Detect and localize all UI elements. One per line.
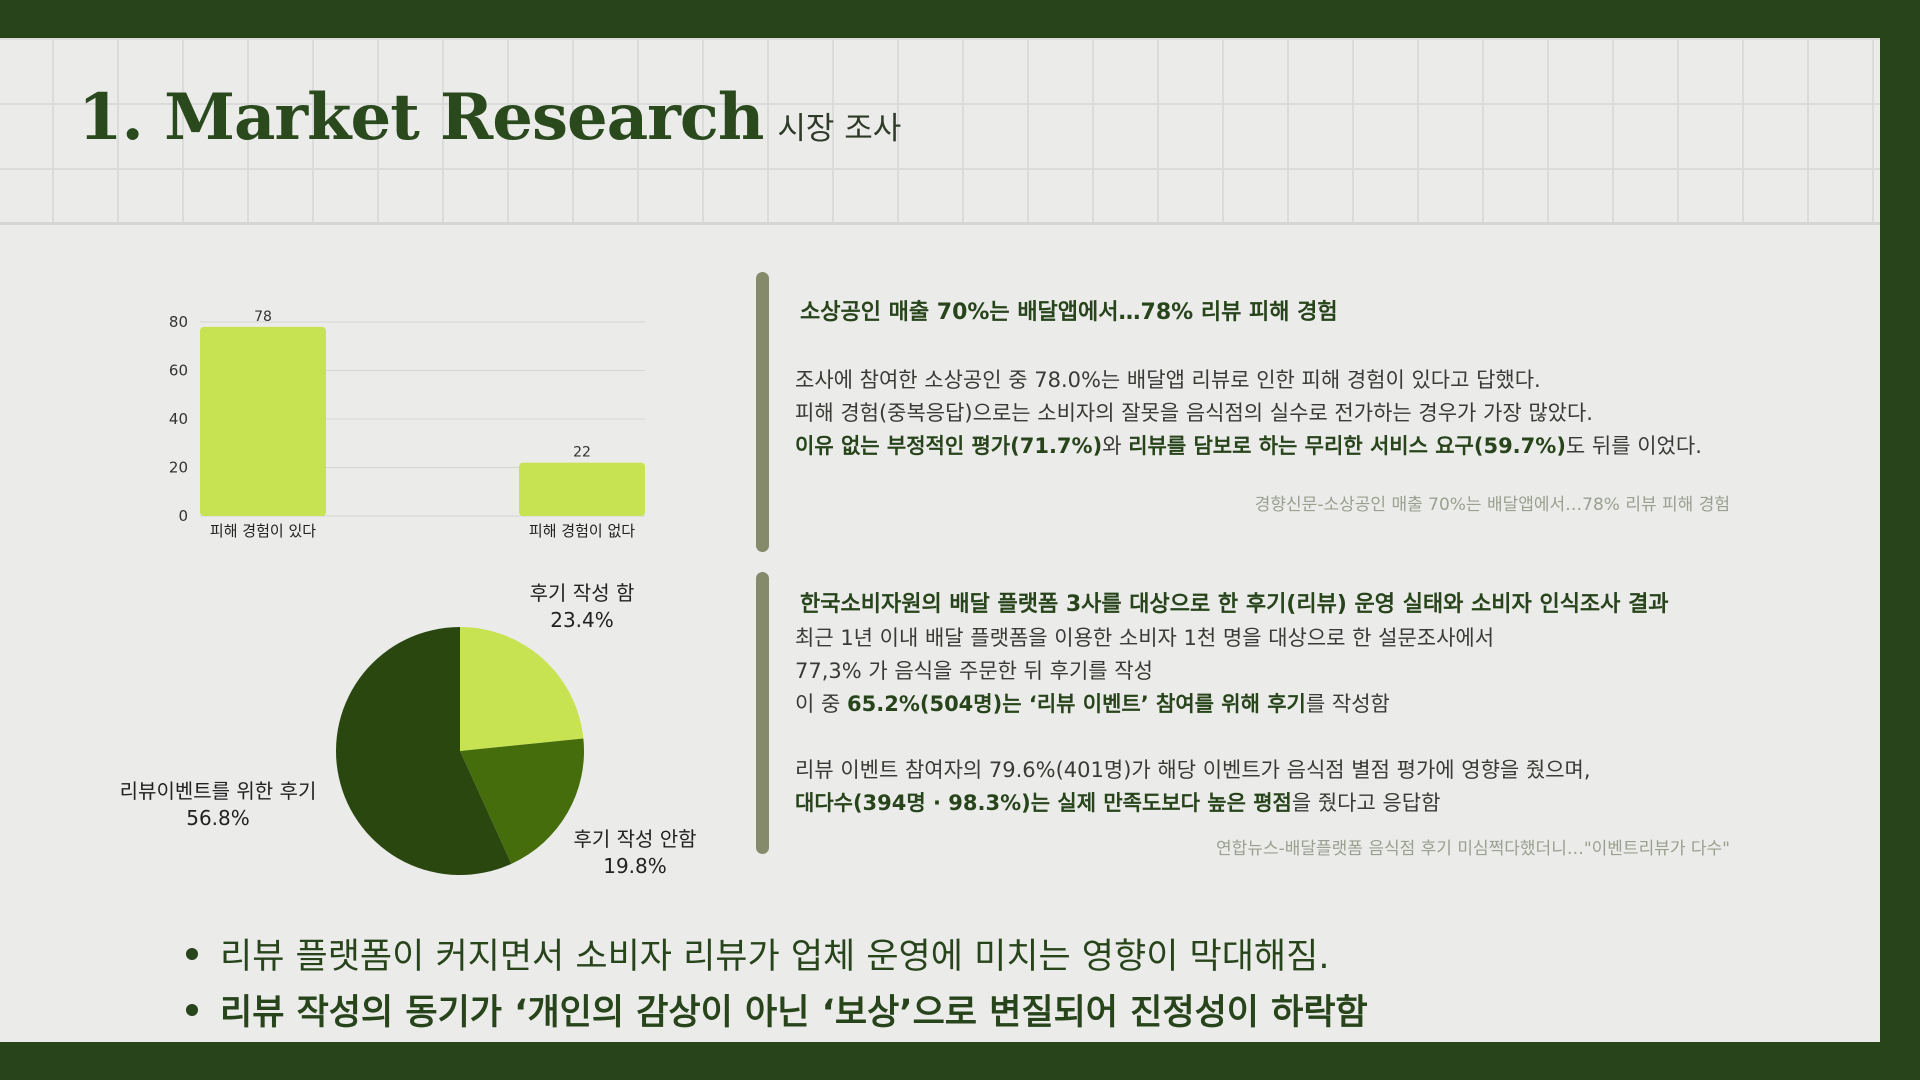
bar xyxy=(519,462,645,516)
y-tick-label: 60 xyxy=(169,362,188,380)
y-tick-label: 40 xyxy=(169,410,188,428)
article1-accent-bar xyxy=(756,272,769,552)
article2-line3: 이 중 65.2%(504명)는 ‘리뷰 이벤트’ 참여를 위해 후기를 작성함 xyxy=(795,688,1390,718)
summary-bullets: 리뷰 플랫폼이 커지면서 소비자 리뷰가 업체 운영에 미치는 영향이 막대해짐… xyxy=(180,928,1368,1040)
pie-slice-value: 56.8% xyxy=(186,806,250,830)
article1-line3-bold1: 이유 없는 부정적인 평가(71.7%) xyxy=(795,434,1103,458)
y-tick-label: 20 xyxy=(169,459,188,477)
pie-slice xyxy=(460,627,584,751)
bullet-text: 리뷰 작성의 동기가 ‘개인의 감상이 아닌 ‘보상’으로 변질되어 진정성이 … xyxy=(220,993,1368,1033)
grid-header-background xyxy=(0,38,1880,224)
x-category-label: 피해 경험이 없다 xyxy=(529,522,635,540)
article1-source: 경향신문-소상공인 매출 70%는 배달앱에서…78% 리뷰 피해 경험 xyxy=(1254,495,1730,515)
article2-source: 연합뉴스-배달플랫폼 음식점 후기 미심쩍다했더니…"이벤트리뷰가 다수" xyxy=(1216,839,1730,859)
article1-line3: 이유 없는 부정적인 평가(71.7%)와 리뷰를 담보로 하는 무리한 서비스… xyxy=(795,430,1702,460)
article2-heading: 한국소비자원의 배달 플랫폼 3사를 대상으로 한 후기(리뷰) 운영 실태와 … xyxy=(800,592,1669,617)
x-category-label: 피해 경험이 있다 xyxy=(210,522,316,540)
slide-panel: 1. Market Research 시장 조사 0 20 40 60 80 78 피해 경험… xyxy=(0,38,1880,1042)
article2-line5: 대다수(394명 · 98.3%)는 실제 만족도보다 높은 평점을 줬다고 응… xyxy=(795,787,1440,817)
pie-slice-value: 19.8% xyxy=(603,854,667,878)
bullet-item: 리뷰 플랫폼이 커지면서 소비자 리뷰가 업체 운영에 미치는 영향이 막대해짐… xyxy=(180,928,1368,984)
pie-slice xyxy=(335,627,512,875)
pie-slice-label: 후기 작성 안함 xyxy=(573,827,696,851)
bullet-text: 리뷰 플랫폼이 커지면서 소비자 리뷰가 업체 운영에 미치는 영향이 막대해짐… xyxy=(220,937,1330,977)
article2-line1: 최근 1년 이내 배달 플랫폼을 이용한 소비자 1천 명을 대상으로 한 설문… xyxy=(795,626,1495,650)
article2-line4: 리뷰 이벤트 참여자의 79.6%(401명)가 해당 이벤트가 음식점 별점 … xyxy=(795,758,1591,782)
bar-data-label: 78 xyxy=(254,309,272,325)
header-divider xyxy=(0,222,1880,225)
article1-line2: 피해 경험(중복응답)으로는 소비자의 잘못을 음식점의 실수로 전가하는 경우… xyxy=(795,401,1593,425)
pie-slice-label: 후기 작성 함 xyxy=(530,581,635,605)
pie-chart: 후기 작성 함 23.4% 후기 작성 안함 19.8% 리뷰이벤트를 위한 후기 56.… xyxy=(120,581,697,878)
pie-slice-value: 23.4% xyxy=(550,608,614,632)
pie-slice-label: 리뷰이벤트를 위한 후기 xyxy=(120,779,317,803)
article2-line3-bold: 65.2%(504명)는 ‘리뷰 이벤트’ 참여를 위해 후기 xyxy=(847,692,1306,716)
bullet-dot-icon xyxy=(186,948,198,960)
y-tick-label: 0 xyxy=(178,507,188,525)
article1-line3-mid: 와 xyxy=(1102,434,1129,458)
article1-heading: 소상공인 매출 70%는 배달앱에서…78% 리뷰 피해 경험 xyxy=(800,300,1338,325)
bar xyxy=(200,326,326,516)
article1-line1: 조사에 참여한 소상공인 중 78.0%는 배달앱 리뷰로 인한 피해 경험이 … xyxy=(795,368,1541,392)
article1-line3-bold2: 리뷰를 담보로 하는 무리한 서비스 요구(59.7%) xyxy=(1128,434,1566,458)
bar-data-label: 22 xyxy=(573,445,591,461)
article2-accent-bar xyxy=(756,572,769,854)
bullet-dot-icon xyxy=(186,1004,198,1016)
bullet-item: 리뷰 작성의 동기가 ‘개인의 감상이 아닌 ‘보상’으로 변질되어 진정성이 … xyxy=(180,984,1368,1040)
title-korean: 시장 조사 xyxy=(777,111,902,147)
article2-line3-end: 를 작성함 xyxy=(1305,692,1390,716)
article2-line3-pre: 이 중 xyxy=(795,692,847,716)
article2-line5-end: 을 줬다고 응답함 xyxy=(1291,791,1441,815)
article2-line5-bold: 대다수(394명 · 98.3%)는 실제 만족도보다 높은 평점 xyxy=(795,791,1292,815)
article2-line2: 77,3% 가 음식을 주문한 뒤 후기를 작성 xyxy=(795,659,1153,683)
title-english: 1. Market Research xyxy=(78,80,764,155)
article1-line3-end: 도 뒤를 이었다. xyxy=(1565,434,1702,458)
y-tick-label: 80 xyxy=(169,313,188,331)
pie-slice xyxy=(460,738,584,864)
page-title: 1. Market Research 시장 조사 xyxy=(78,80,901,155)
bar-chart: 0 20 40 60 80 78 피해 경험이 있다 22 피해 경험이 없다 xyxy=(169,309,645,540)
